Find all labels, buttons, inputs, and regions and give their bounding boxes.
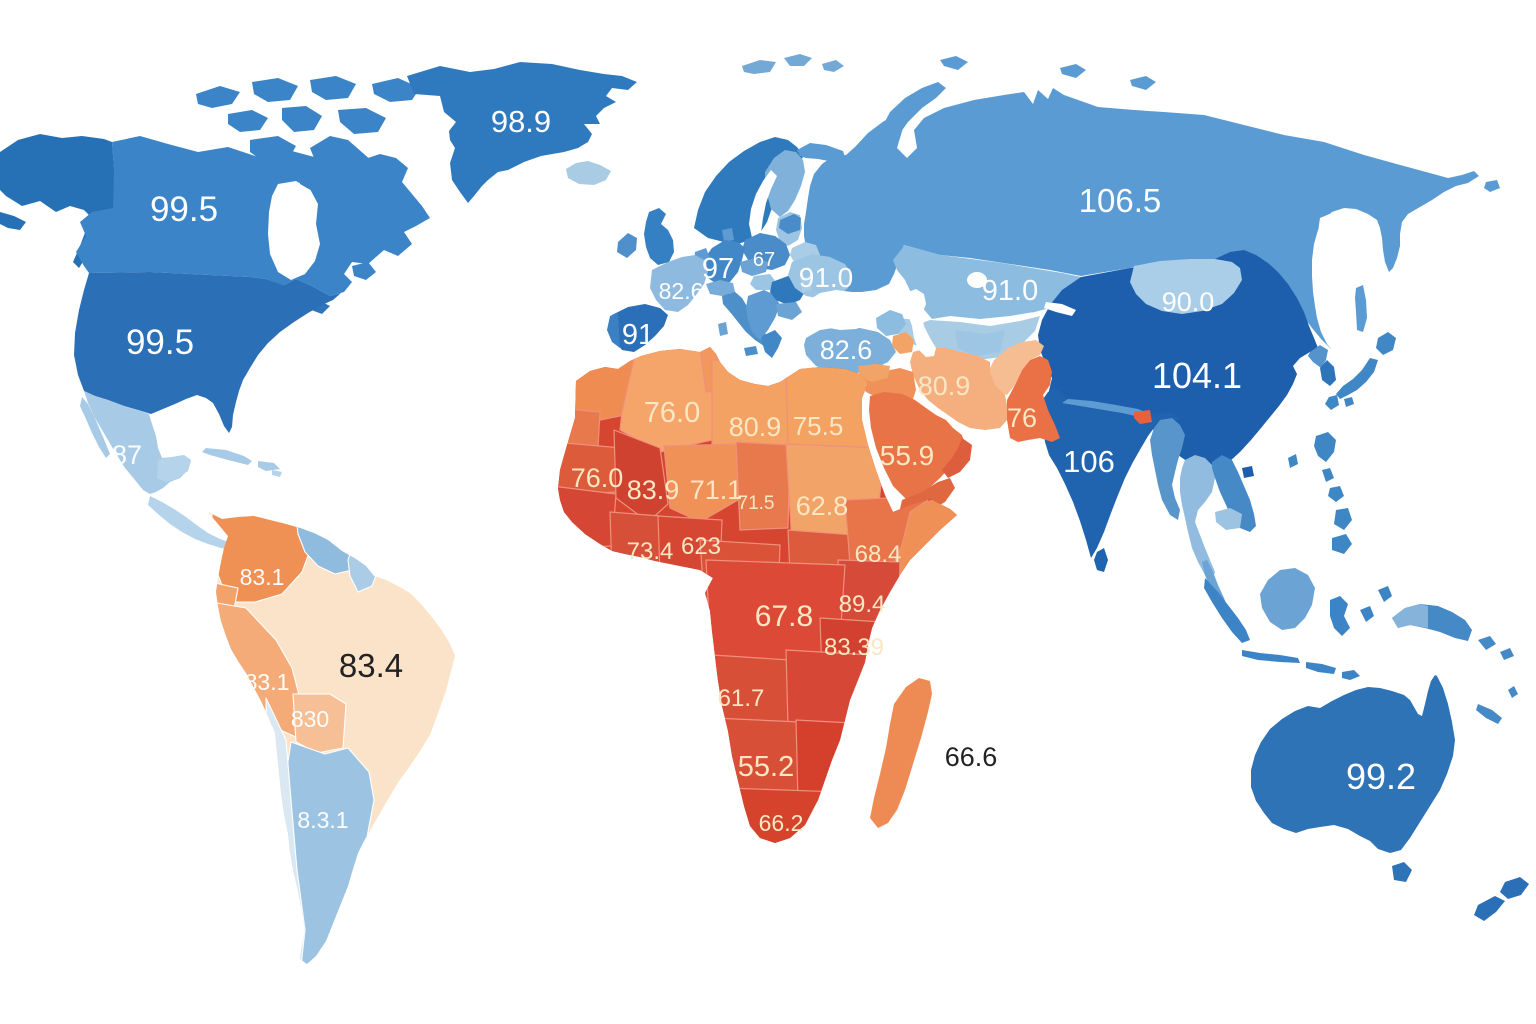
- svg-text:91: 91: [622, 319, 654, 351]
- svg-text:89.4: 89.4: [839, 591, 886, 618]
- svg-text:623: 623: [681, 533, 721, 560]
- svg-text:80.9: 80.9: [918, 371, 971, 401]
- svg-text:82.6: 82.6: [820, 335, 873, 365]
- svg-text:76: 76: [1007, 403, 1037, 433]
- svg-text:67: 67: [753, 249, 775, 271]
- svg-text:73.4: 73.4: [627, 538, 674, 565]
- svg-text:830: 830: [291, 706, 329, 732]
- svg-text:76.0: 76.0: [644, 397, 700, 429]
- svg-text:55.2: 55.2: [738, 751, 794, 783]
- svg-text:104.1: 104.1: [1152, 355, 1242, 396]
- svg-text:106: 106: [1063, 444, 1115, 479]
- svg-text:98.9: 98.9: [491, 104, 551, 139]
- svg-text:55.9: 55.9: [880, 440, 935, 471]
- svg-text:87: 87: [112, 440, 142, 470]
- svg-text:66.2: 66.2: [759, 810, 804, 836]
- svg-text:90.0: 90.0: [1162, 287, 1215, 317]
- svg-text:83.9: 83.9: [627, 475, 680, 505]
- svg-text:80.9: 80.9: [729, 412, 782, 442]
- svg-text:91.0: 91.0: [982, 275, 1038, 307]
- svg-text:76.0: 76.0: [571, 463, 624, 493]
- svg-text:91.0: 91.0: [799, 262, 854, 293]
- svg-text:67.8: 67.8: [755, 600, 813, 633]
- svg-text:71.5: 71.5: [738, 493, 775, 514]
- svg-text:99.2: 99.2: [1346, 756, 1416, 797]
- svg-text:61.7: 61.7: [718, 685, 765, 712]
- svg-text:99.5: 99.5: [126, 323, 194, 362]
- svg-text:71.1: 71.1: [690, 475, 743, 505]
- svg-text:68.4: 68.4: [855, 541, 902, 568]
- svg-text:99.5: 99.5: [150, 190, 218, 229]
- svg-text:83.1: 83.1: [240, 564, 285, 590]
- svg-text:75.5: 75.5: [793, 411, 844, 441]
- svg-text:62.8: 62.8: [796, 491, 849, 521]
- svg-text:66.6: 66.6: [945, 742, 998, 772]
- svg-text:106.5: 106.5: [1079, 182, 1162, 219]
- svg-text:97: 97: [702, 253, 734, 285]
- svg-text:82.6: 82.6: [659, 278, 704, 304]
- svg-text:83.1: 83.1: [245, 669, 290, 695]
- svg-text:83.4: 83.4: [339, 647, 403, 684]
- svg-text:83.39: 83.39: [824, 634, 884, 661]
- svg-text:8.3.1: 8.3.1: [297, 807, 348, 833]
